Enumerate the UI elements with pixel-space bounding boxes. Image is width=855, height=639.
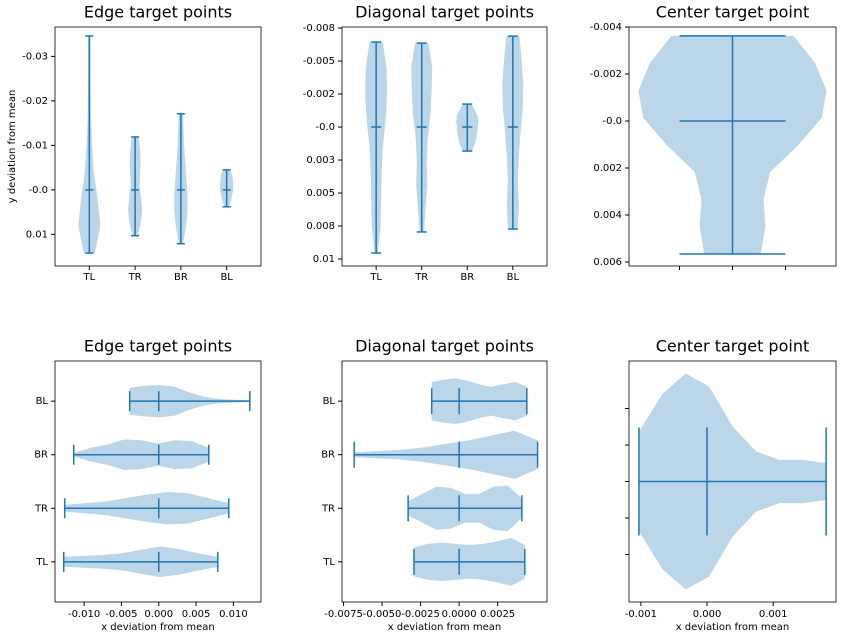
y-tick-label: TL <box>322 557 335 568</box>
x-tick-label: 0.000 <box>693 609 722 620</box>
x-tick-label: 0.010 <box>219 609 248 620</box>
x-tick-label: -0.0075 <box>324 609 363 620</box>
y-tick-label: 0.01 <box>26 229 48 240</box>
x-tick-label: TL <box>82 272 95 283</box>
x-tick-label: 0.000 <box>144 609 173 620</box>
x-tick-label: BR <box>460 272 474 283</box>
x-tick-label: 0.005 <box>182 609 211 620</box>
y-tick-label: -0.0 <box>28 185 48 196</box>
y-tick-label: 0.005 <box>306 188 335 199</box>
y-tick-label: BR <box>321 450 335 461</box>
x-tick-label: BR <box>174 272 188 283</box>
chart-title: Edge target points <box>84 337 232 356</box>
y-tick-label: TR <box>34 503 48 514</box>
x-tick-label: -0.0050 <box>363 609 402 620</box>
x-tick-label: -0.0025 <box>401 609 440 620</box>
y-tick-label: 0.006 <box>593 257 622 268</box>
x-axis-label: x deviation from mean <box>388 622 502 633</box>
y-tick-label: 0.002 <box>593 163 622 174</box>
x-tick-label: 0.0000 <box>442 609 477 620</box>
x-axis-label: x deviation from mean <box>101 622 215 633</box>
x-tick-label: TL <box>369 272 382 283</box>
axes-frame <box>628 26 837 267</box>
x-tick-label: 0.001 <box>759 609 788 620</box>
y-tick-label: TL <box>35 557 48 568</box>
y-tick-label: -0.002 <box>303 89 335 100</box>
y-tick-label: BL <box>36 396 49 407</box>
y-tick-label: 0.01 <box>313 254 335 265</box>
y-tick-label: TR <box>321 503 335 514</box>
axes-frame <box>54 360 262 603</box>
chart-title: Edge target points <box>84 3 232 22</box>
x-tick-label: -0.005 <box>105 609 137 620</box>
axes-frame <box>341 26 548 267</box>
y-tick-label: -0.0 <box>315 122 335 133</box>
x-tick-label: -0.010 <box>68 609 100 620</box>
y-tick-label: 0.008 <box>306 221 335 232</box>
x-tick-label: TR <box>128 272 142 283</box>
x-tick-label: 0.0025 <box>480 609 515 620</box>
x-axis-label: x deviation from mean <box>676 622 790 633</box>
axes-frame <box>628 360 837 603</box>
y-tick-label: BL <box>323 396 336 407</box>
axes-frame <box>341 360 548 603</box>
x-tick-label: TR <box>414 272 428 283</box>
y-tick-label: BR <box>34 450 48 461</box>
y-tick-label: -0.03 <box>22 51 48 62</box>
chart-title: Diagonal target points <box>355 337 534 356</box>
x-tick-label: BL <box>507 272 520 283</box>
axes-frame <box>54 26 262 267</box>
chart-title: Diagonal target points <box>355 3 534 22</box>
y-tick-label: 0.004 <box>593 210 622 221</box>
x-tick-label: BL <box>220 272 233 283</box>
y-tick-label: -0.0 <box>602 116 622 127</box>
y-axis-label: y deviation from mean <box>7 90 18 204</box>
chart-title: Center target point <box>656 3 809 22</box>
y-tick-label: -0.004 <box>590 22 622 33</box>
y-tick-label: -0.01 <box>22 140 48 151</box>
y-tick-label: -0.008 <box>303 23 335 34</box>
y-tick-label: -0.02 <box>22 96 48 107</box>
y-tick-label: -0.002 <box>590 69 622 80</box>
y-tick-label: -0.005 <box>303 56 335 67</box>
x-tick-label: -0.001 <box>625 609 657 620</box>
chart-title: Center target point <box>656 337 809 356</box>
y-tick-label: 0.003 <box>306 155 335 166</box>
